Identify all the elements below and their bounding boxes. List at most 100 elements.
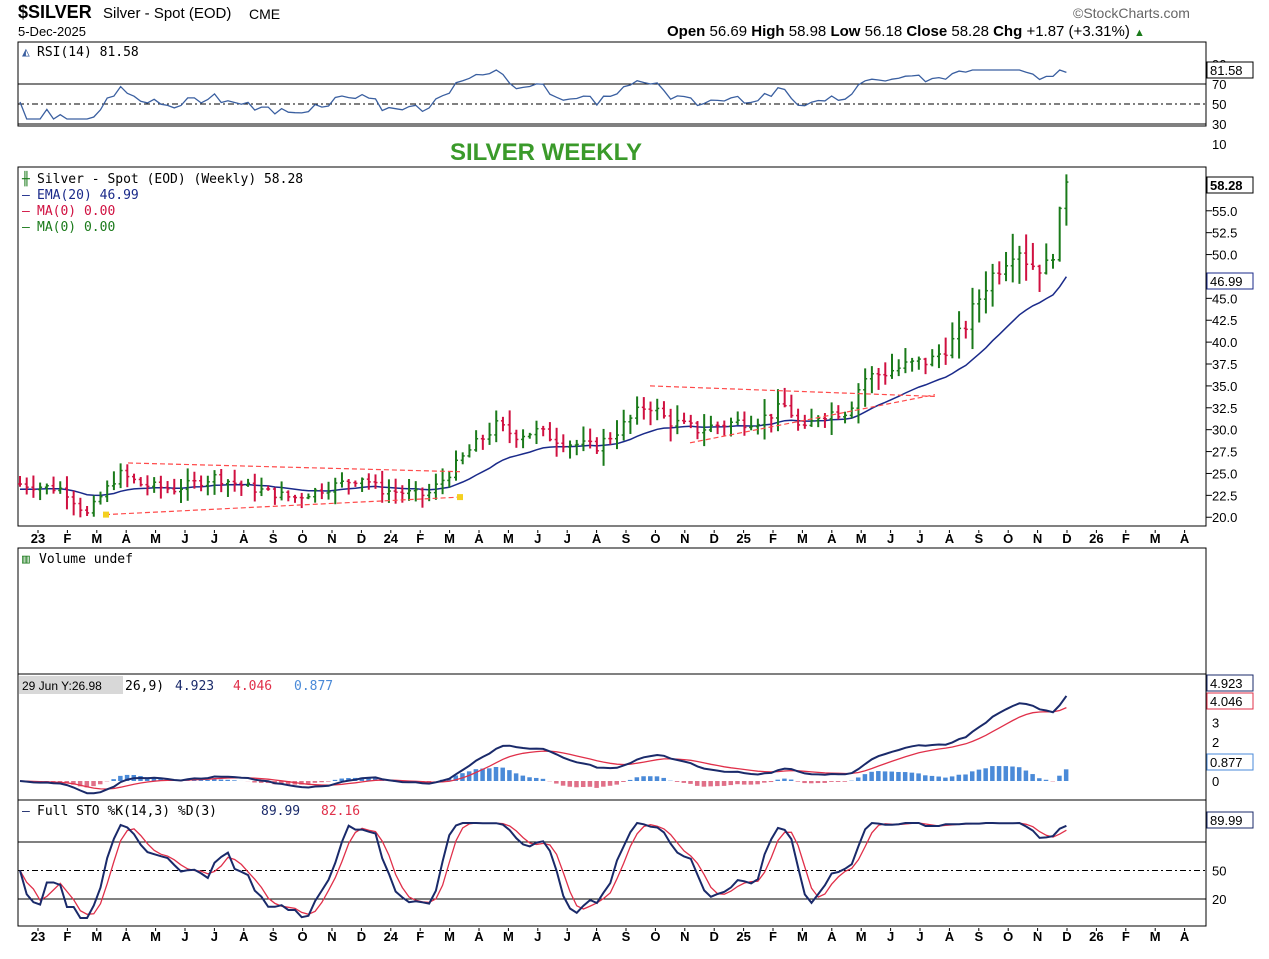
symbol: $SILVER	[18, 2, 92, 23]
macd-axis-tick: 3	[1212, 716, 1219, 731]
low-label: Low	[830, 23, 860, 40]
price-axis-tick: 32.5	[1212, 401, 1237, 416]
macd-histogram-bar	[916, 773, 921, 781]
x-axis-price-tick: O	[1003, 531, 1013, 546]
macd-histogram-bar	[883, 771, 888, 781]
volume-panel	[18, 548, 1206, 674]
x-axis-bottom-tick: A	[827, 929, 837, 944]
x-axis-bottom-tick: N	[680, 929, 689, 944]
price-axis-tick: 37.5	[1212, 357, 1237, 372]
x-axis-price-tick: A	[474, 531, 484, 546]
macd-histogram-bar	[735, 781, 740, 784]
macd-histogram-bar	[755, 781, 760, 784]
x-axis-bottom-tick: M	[856, 929, 867, 944]
high-value: 58.98	[789, 23, 827, 40]
macd-histogram-bar	[661, 778, 666, 781]
price-axis-tick: 45.0	[1212, 291, 1237, 306]
macd-histogram-bar	[588, 781, 593, 787]
macd-histogram-bar	[568, 781, 573, 787]
macd-value: 4.923	[175, 679, 214, 694]
macd-histogram-bar	[722, 781, 727, 786]
macd-histogram-bar	[205, 780, 210, 781]
macd-histogram-bar	[936, 777, 941, 781]
x-axis-bottom-tick: A	[1180, 929, 1190, 944]
rsi-legend: RSI(14) 81.58	[37, 45, 139, 60]
ohlc-readout: Open 56.69 High 58.98 Low 56.18 Close 58…	[667, 23, 1145, 40]
macd-histogram-bar	[514, 773, 519, 781]
macd-tooltip: 29 Jun Y:26.98	[22, 679, 102, 693]
macd-histogram-bar	[963, 774, 968, 781]
price-axis-tick: 35.0	[1212, 379, 1237, 394]
macd-histogram-bar	[708, 781, 713, 786]
x-axis-bottom-tick: J	[534, 929, 541, 944]
x-axis-price-tick: M	[444, 531, 455, 546]
macd-histogram-bar	[494, 767, 499, 781]
price-last-value: 58.28	[1210, 178, 1243, 193]
x-axis-price-tick: M	[91, 531, 102, 546]
x-axis-bottom-tick: 23	[31, 929, 45, 944]
macd-hist-value: 0.877	[294, 679, 333, 694]
ma2-legend: MA(0) 0.00	[37, 220, 115, 235]
macd-histogram-bar	[749, 781, 754, 785]
x-axis-price-tick: N	[327, 531, 336, 546]
macd-histogram-bar	[977, 770, 982, 781]
sto-k-value: 89.99	[261, 804, 300, 819]
x-axis-price-tick: F	[769, 531, 777, 546]
macd-histogram-bar	[856, 777, 861, 781]
x-axis-price-tick: A	[592, 531, 602, 546]
macd-histogram-bar	[219, 780, 224, 781]
macd-histogram-bar	[1010, 767, 1015, 781]
x-axis-price-tick: A	[945, 531, 955, 546]
sto-axis-tick: 20	[1212, 892, 1226, 907]
x-axis-bottom-tick: J	[181, 929, 188, 944]
x-axis-price-tick: A	[239, 531, 249, 546]
marker-end	[457, 494, 463, 500]
price-panel	[18, 167, 1206, 526]
exchange: CME	[249, 6, 280, 22]
brand[interactable]: ©StockCharts.com	[1073, 5, 1190, 21]
macd-histogram-bar	[487, 768, 492, 781]
x-axis-bottom-tick: M	[503, 929, 514, 944]
macd-histogram-bar	[614, 781, 619, 785]
macd-histogram-bar	[910, 773, 915, 781]
macd-histogram-bar	[541, 779, 546, 781]
sto-legend-prefix: Full STO %K(14,3) %D(3)	[37, 804, 217, 819]
macd-histogram-bar	[527, 777, 532, 781]
x-axis-bottom-tick: A	[474, 929, 484, 944]
macd-histogram-bar	[118, 776, 123, 781]
x-axis-bottom-tick: D	[1062, 929, 1071, 944]
macd-histogram-bar	[111, 779, 116, 781]
x-axis-bottom-tick: S	[269, 929, 278, 944]
macd-histogram-bar	[554, 781, 559, 784]
price-axis-tick: 40.0	[1212, 335, 1237, 350]
x-axis-price-tick: N	[680, 531, 689, 546]
open-label: Open	[667, 23, 705, 40]
x-axis-bottom-tick: 26	[1089, 929, 1103, 944]
x-axis-bottom-tick: 24	[384, 929, 399, 944]
macd-signal-value: 4.046	[233, 679, 272, 694]
signal-last: 4.046	[1210, 694, 1243, 709]
macd-legend-prefix: 26,9)	[125, 679, 164, 694]
x-axis-bottom-tick: A	[592, 929, 602, 944]
x-axis-price-tick: J	[916, 531, 923, 546]
rsi-legend-icon: ◭	[22, 45, 30, 60]
macd-histogram-bar	[769, 781, 774, 782]
x-axis-price-tick: O	[298, 531, 308, 546]
x-axis-bottom-tick: D	[357, 929, 366, 944]
ema-last-value: 46.99	[1210, 274, 1243, 289]
macd-histogram-bar	[608, 781, 613, 786]
macd-histogram-bar	[970, 771, 975, 781]
price-axis-tick: 42.5	[1212, 313, 1237, 328]
x-axis-bottom-tick: M	[150, 929, 161, 944]
ema-legend-swatch: —	[22, 188, 30, 203]
macd-histogram-bar	[635, 777, 640, 781]
x-axis-bottom-tick: N	[327, 929, 336, 944]
macd-histogram-bar	[742, 781, 747, 785]
macd-histogram-bar	[890, 772, 895, 781]
macd-histogram-bar	[957, 775, 962, 781]
rsi-last-value: 81.58	[1210, 63, 1243, 78]
x-axis-price-tick: M	[150, 531, 161, 546]
date: 5-Dec-2025	[18, 24, 86, 39]
x-axis-bottom-tick: N	[1033, 929, 1042, 944]
